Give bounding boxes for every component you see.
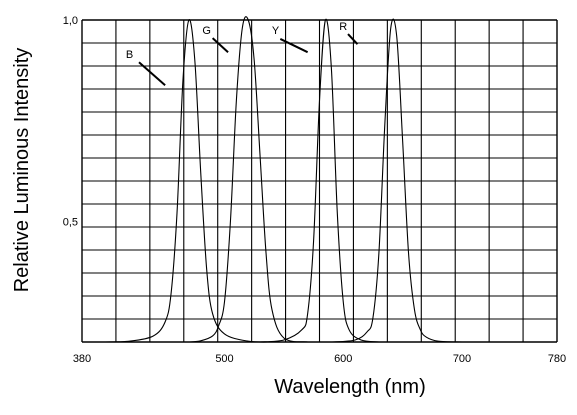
series-group (105, 16, 463, 343)
series-line-g (188, 16, 308, 343)
series-line-y (260, 18, 379, 343)
y-tick-label: 1,0 (63, 15, 78, 27)
series-line-b (105, 19, 273, 343)
tick-labels: 380 500 600 700 780 0,5 1,0 (63, 15, 566, 365)
leader-line-r (347, 33, 359, 45)
x-tick-label: 500 (215, 353, 233, 365)
series-label-b: B (126, 49, 133, 61)
x-tick-label: 700 (453, 353, 471, 365)
x-tick-label: 380 (73, 353, 91, 365)
y-axis-title: Relative Luminous Intensity (11, 48, 33, 293)
y-tick-label: 0,5 (63, 216, 78, 228)
annotations: B G Y R (126, 21, 359, 86)
x-tick-label: 600 (334, 353, 352, 365)
x-tick-label: 780 (548, 353, 566, 365)
grid (81, 19, 558, 343)
series-line-r (331, 18, 463, 343)
x-axis-title: Wavelength (nm) (274, 376, 426, 398)
leader-line-y (279, 38, 309, 54)
leader-line-g (211, 37, 229, 53)
series-label-y: Y (272, 25, 280, 37)
leader-line-b (138, 61, 166, 86)
series-label-r: R (339, 21, 347, 33)
series-label-g: G (202, 25, 211, 37)
